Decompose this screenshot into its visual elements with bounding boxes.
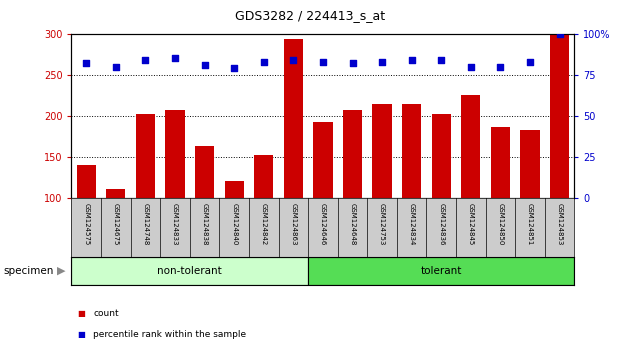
Text: non-tolerant: non-tolerant: [157, 266, 222, 276]
Bar: [76, 165, 96, 198]
Point: [259, 59, 269, 64]
Text: percentile rank within the sample: percentile rank within the sample: [93, 330, 247, 339]
Point: [318, 59, 328, 64]
Text: tolerant: tolerant: [420, 266, 462, 276]
Bar: [254, 155, 273, 198]
Bar: [461, 95, 481, 198]
Text: GSM124863: GSM124863: [291, 203, 296, 245]
Bar: [373, 104, 392, 198]
Point: [229, 65, 239, 71]
Text: GSM124648: GSM124648: [350, 203, 355, 245]
Text: GSM124646: GSM124646: [320, 203, 326, 245]
Text: count: count: [93, 309, 119, 318]
Point: [170, 56, 180, 61]
Point: [199, 62, 209, 68]
Bar: [550, 34, 569, 198]
Text: GSM124675: GSM124675: [113, 203, 119, 245]
Point: [407, 57, 417, 63]
Text: GSM124842: GSM124842: [261, 203, 267, 245]
Point: [377, 59, 387, 64]
Point: [466, 64, 476, 69]
Point: [348, 61, 358, 66]
Text: ■: ■: [78, 309, 86, 318]
Text: GSM124748: GSM124748: [142, 203, 148, 245]
Bar: [195, 145, 214, 198]
Bar: [136, 114, 155, 198]
Point: [140, 57, 150, 63]
Bar: [225, 181, 244, 198]
Text: GSM124840: GSM124840: [231, 203, 237, 245]
Text: ▶: ▶: [57, 266, 65, 276]
Point: [111, 64, 120, 69]
Text: GSM124845: GSM124845: [468, 203, 474, 245]
Bar: [314, 122, 332, 198]
Bar: [432, 114, 451, 198]
Text: GSM124575: GSM124575: [83, 203, 89, 245]
Point: [525, 59, 535, 64]
Bar: [165, 110, 184, 198]
Bar: [284, 39, 303, 198]
Bar: [491, 127, 510, 198]
Text: GSM124851: GSM124851: [527, 203, 533, 245]
Point: [81, 61, 91, 66]
Text: GDS3282 / 224413_s_at: GDS3282 / 224413_s_at: [235, 9, 386, 22]
Text: GSM124833: GSM124833: [172, 203, 178, 245]
Bar: [343, 110, 362, 198]
Point: [496, 64, 505, 69]
Text: GSM124838: GSM124838: [202, 203, 207, 245]
Bar: [106, 189, 125, 198]
Point: [555, 31, 564, 36]
Text: GSM124836: GSM124836: [438, 203, 444, 245]
Text: GSM124753: GSM124753: [379, 203, 385, 245]
Bar: [402, 104, 421, 198]
Bar: [71, 257, 308, 285]
Text: GSM124850: GSM124850: [497, 203, 504, 245]
Text: specimen: specimen: [3, 266, 53, 276]
Text: ■: ■: [78, 330, 86, 339]
Text: GSM124853: GSM124853: [556, 203, 563, 245]
Text: GSM124834: GSM124834: [409, 203, 415, 245]
Point: [288, 57, 298, 63]
Bar: [308, 257, 574, 285]
Point: [437, 57, 446, 63]
Bar: [520, 130, 540, 198]
